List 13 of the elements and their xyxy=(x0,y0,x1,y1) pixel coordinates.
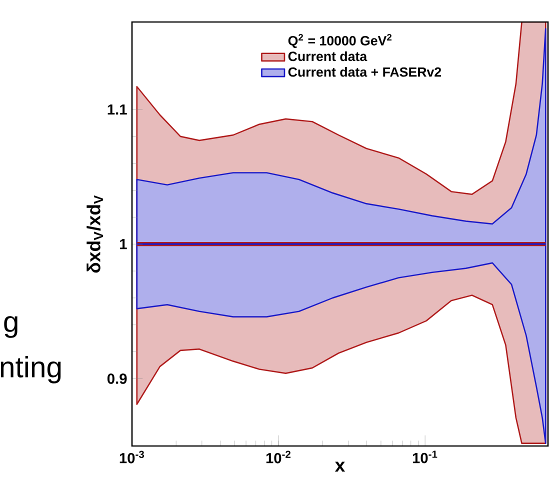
x-tick-label: 10$^{-1}$ xyxy=(412,450,438,464)
y-axis-title: δxd$_{V}$/xd$_{V}$ xyxy=(86,195,104,273)
legend-label: Current data xyxy=(288,51,368,62)
x-tick-label: 10$^{-2}$ xyxy=(266,450,291,464)
text: nting xyxy=(0,356,61,384)
x-axis-title: x xyxy=(334,462,346,472)
legend-title: Q$^{2}$ = 10000 GeV$^{2}$ xyxy=(288,34,392,48)
text: g xyxy=(4,316,18,338)
y-tick-label: 1.1 xyxy=(108,104,127,115)
legend-label: Current data + FASERv2 xyxy=(288,66,442,77)
y-tick-label: 0.9 xyxy=(107,374,127,384)
y-tick-label: 1 xyxy=(120,239,127,250)
x-tick-label: 10$^{-3}$ xyxy=(120,450,144,464)
